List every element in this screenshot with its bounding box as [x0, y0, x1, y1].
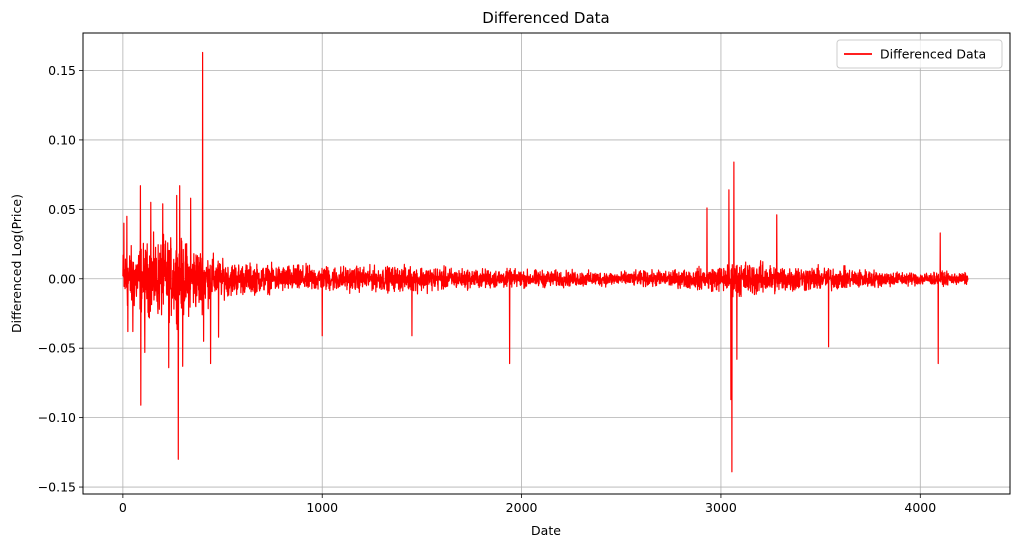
x-axis-label: Date — [531, 523, 561, 538]
legend-label: Differenced Data — [880, 47, 986, 62]
x-ticks: 0 1000 2000 3000 4000 — [119, 494, 936, 515]
y-axis-label: Differenced Log(Price) — [9, 194, 24, 333]
y-tick-label: −0.10 — [38, 410, 76, 425]
y-tick-label: −0.05 — [38, 341, 76, 356]
x-tick-label: 3000 — [705, 500, 737, 515]
y-tick-label: 0.10 — [48, 132, 76, 147]
y-tick-label: 0.05 — [48, 202, 76, 217]
y-tick-label: −0.15 — [38, 480, 76, 495]
chart-title: Differenced Data — [482, 9, 609, 27]
y-tick-label: 0.15 — [48, 63, 76, 78]
y-tick-label: 0.00 — [48, 271, 76, 286]
x-tick-label: 2000 — [506, 500, 538, 515]
x-tick-label: 1000 — [306, 500, 338, 515]
legend-box — [836, 39, 1003, 69]
series-layer — [122, 51, 969, 473]
x-tick-label: 0 — [119, 500, 127, 515]
plot-frame — [82, 32, 1011, 495]
y-ticks: −0.15 −0.10 −0.05 0.00 0.05 0.10 0.15 — [38, 63, 83, 495]
legend: Differenced Data — [836, 39, 1003, 69]
x-tick-label: 4000 — [904, 500, 936, 515]
plot-background — [83, 33, 1010, 494]
series-line-differenced-data — [122, 51, 969, 473]
